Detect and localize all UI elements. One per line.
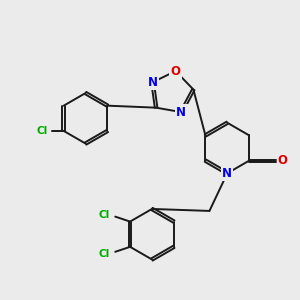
Text: N: N [148, 76, 158, 89]
Text: Cl: Cl [99, 210, 110, 220]
Text: Cl: Cl [99, 249, 110, 259]
Text: N: N [222, 167, 232, 180]
Text: O: O [171, 64, 181, 78]
Text: O: O [278, 154, 288, 167]
Text: N: N [176, 106, 186, 118]
Text: Cl: Cl [36, 126, 48, 136]
